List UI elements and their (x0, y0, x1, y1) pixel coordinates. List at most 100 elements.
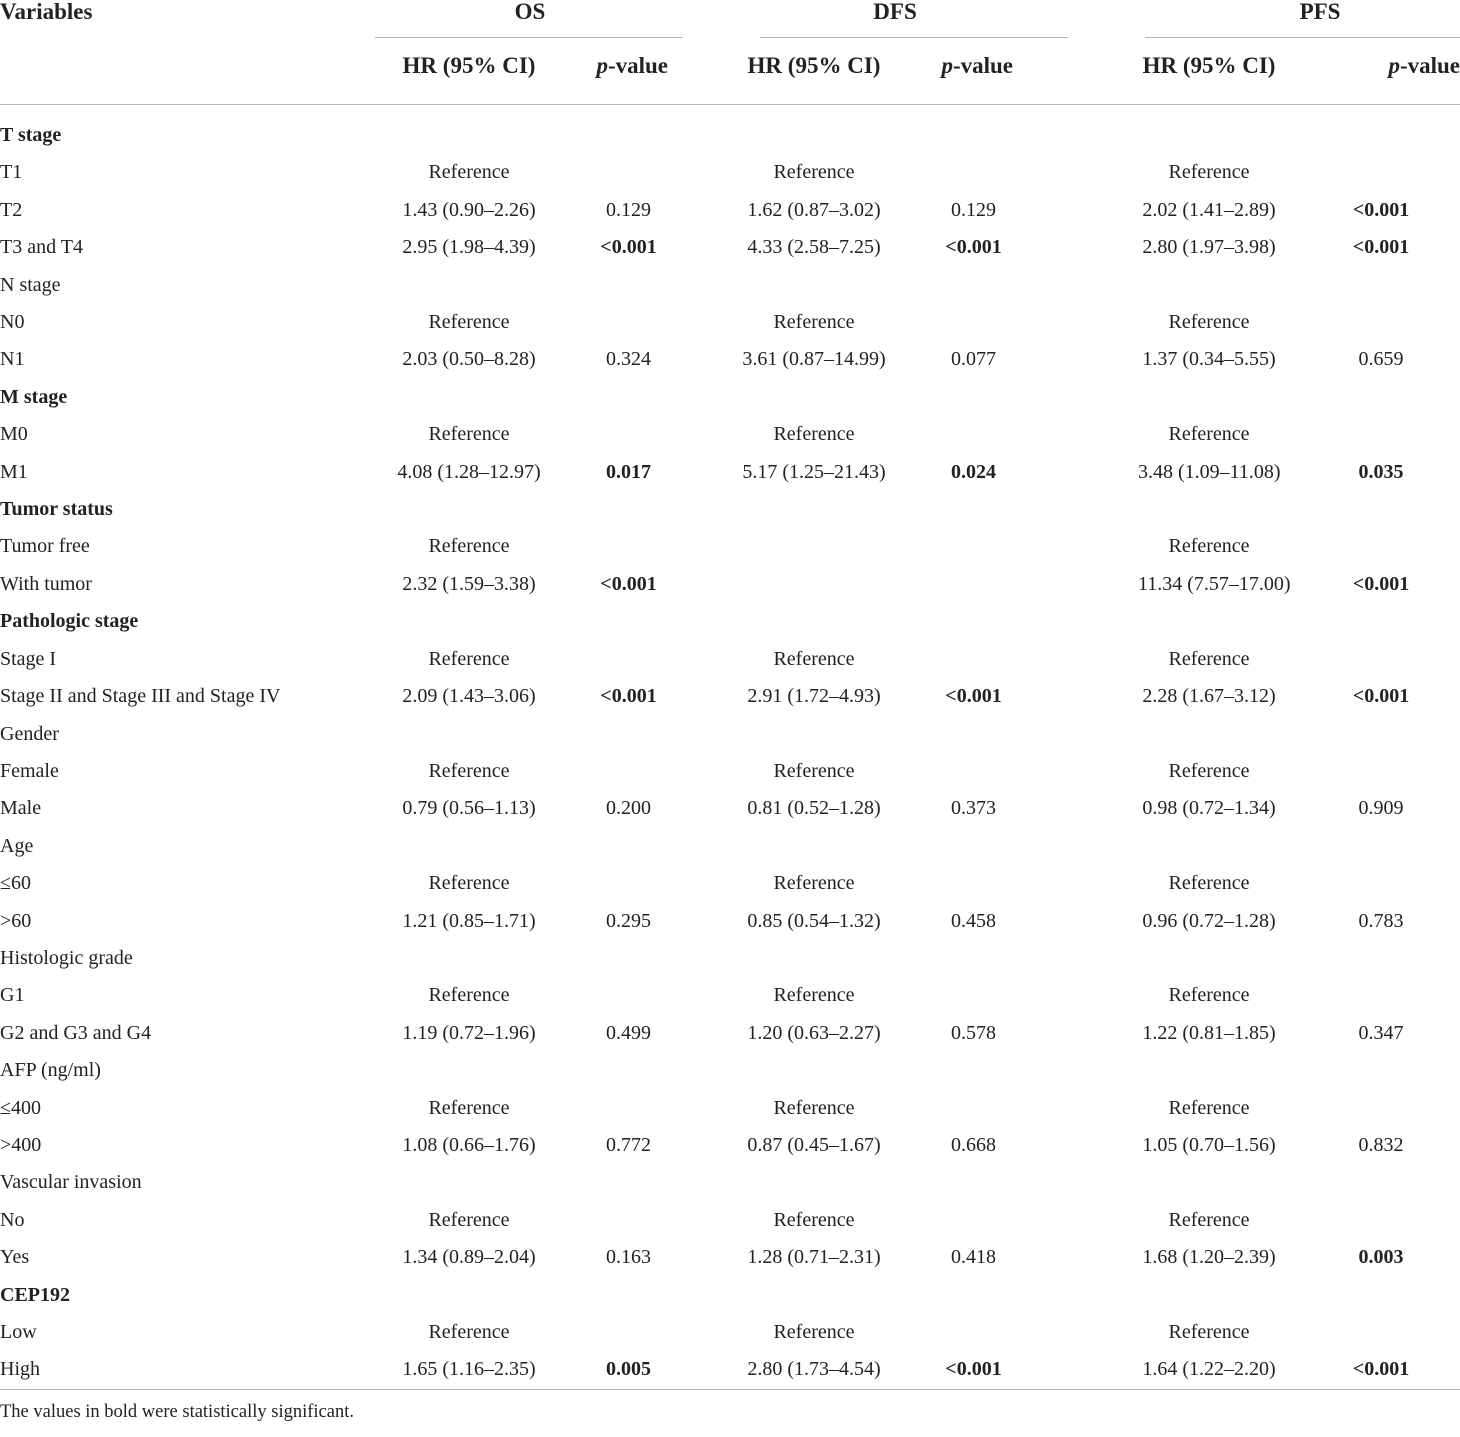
os-p-cell (560, 1277, 685, 1314)
dfs-hr-cell (685, 491, 905, 528)
os-p-cell (560, 304, 685, 341)
dfs-hr-cell: 3.61 (0.87–14.99) (742, 348, 886, 371)
dfs-p-cell (905, 379, 1030, 416)
pfs-p-cell (1280, 865, 1460, 902)
table-row: Tumor status (0, 491, 1460, 528)
os-hr-cell: 1.43 (0.90–2.26) (402, 198, 536, 221)
dfs-p-cell (905, 603, 1030, 640)
dfs-p-cell (905, 977, 1030, 1014)
pfs-hr-cell (1030, 491, 1280, 528)
os-p-cell (560, 716, 685, 753)
os-p-cell: 0.772 (606, 1133, 651, 1156)
os-hr-cell: 2.32 (1.59–3.38) (402, 572, 536, 595)
pfs-p-cell (1280, 1277, 1460, 1314)
dfs-hr-cell (685, 940, 905, 977)
dfs-p-cell (905, 105, 1030, 155)
table-footer: The values in bold were statistically si… (0, 1388, 1460, 1430)
os-hr-cell (340, 1164, 560, 1201)
dfs-hr-cell: 1.62 (0.87–3.02) (747, 198, 881, 221)
pfs-hr-cell: 0.98 (0.72–1.34) (1142, 797, 1276, 820)
pfs-p-cell: <0.001 (1352, 1358, 1410, 1381)
dfs-p-header: p-value (905, 28, 1031, 105)
dfs-p-cell (905, 1164, 1030, 1201)
os-hr-cell: Reference (428, 872, 510, 895)
os-hr-cell: Reference (428, 984, 510, 1007)
pfs-p-cell: 0.659 (1358, 348, 1404, 371)
pfs-hr-cell: Reference (1168, 647, 1250, 670)
table-row: T2 1.43 (0.90–2.26) 0.129 1.62 (0.87–3.02) 0… (0, 192, 1460, 229)
table-row: G1 Reference Reference Reference (0, 977, 1460, 1014)
table-row: Age (0, 828, 1460, 865)
variable-label: T1 (0, 161, 23, 184)
pfs-p-cell (1280, 716, 1460, 753)
os-p-cell (560, 1202, 685, 1239)
table-row: N1 2.03 (0.50–8.28) 0.324 3.61 (0.87–14.99)… (0, 341, 1460, 378)
table-row: M0 Reference Reference Reference (0, 416, 1460, 453)
os-group-rule (375, 37, 683, 38)
dfs-hr-cell (685, 1164, 905, 1201)
table-row: M stage (0, 379, 1460, 416)
pfs-hr-cell: Reference (1168, 1208, 1250, 1231)
os-hr-cell (340, 105, 560, 155)
table-row: Female Reference Reference Reference (0, 753, 1460, 790)
pfs-hr-cell (1030, 267, 1280, 304)
os-hr-cell (340, 267, 560, 304)
variable-label: Pathologic stage (0, 610, 139, 633)
os-hr-cell: 1.34 (0.89–2.04) (402, 1246, 536, 1269)
dfs-hr-cell (685, 566, 905, 603)
os-p-cell (560, 267, 685, 304)
pfs-hr-cell (1030, 940, 1280, 977)
os-hr-cell: 1.21 (0.85–1.71) (402, 909, 536, 932)
pfs-p-cell (1280, 977, 1460, 1014)
os-hr-cell (340, 1052, 560, 1089)
dfs-p-cell: <0.001 (945, 236, 1002, 259)
table-row: >60 1.21 (0.85–1.71) 0.295 0.85 (0.54–1.32)… (0, 903, 1460, 940)
table-row: T stage (0, 105, 1460, 155)
variable-label: Gender (0, 722, 59, 745)
pfs-hr-cell: Reference (1168, 984, 1250, 1007)
dfs-p-cell (905, 304, 1030, 341)
pfs-p-cell (1280, 753, 1460, 790)
os-hr-cell (340, 379, 560, 416)
pfs-hr-cell (1030, 1164, 1280, 1201)
os-p-cell (560, 977, 685, 1014)
os-hr-cell: 4.08 (1.28–12.97) (397, 460, 541, 483)
table-row: N0 Reference Reference Reference (0, 304, 1460, 341)
os-p-cell (560, 1164, 685, 1201)
table-row: AFP (ng/ml) (0, 1052, 1460, 1089)
os-hr-header: HR (95% CI) (340, 28, 560, 105)
dfs-p-cell (905, 716, 1030, 753)
os-p-cell: 0.295 (606, 909, 651, 932)
os-hr-cell: Reference (428, 311, 510, 334)
dfs-hr-cell: Reference (773, 984, 855, 1007)
os-p-cell: <0.001 (600, 236, 657, 259)
variable-label: N stage (0, 273, 61, 296)
os-hr-cell: Reference (428, 423, 510, 446)
variable-label: ≤60 (0, 872, 31, 895)
dfs-p-cell (905, 1052, 1030, 1089)
dfs-hr-cell: Reference (773, 1321, 855, 1343)
pfs-hr-cell: Reference (1168, 535, 1250, 558)
table-row: ≤60 Reference Reference Reference (0, 865, 1460, 902)
footnote: The values in bold were statistically si… (0, 1388, 1460, 1430)
header-row-groups: Variables OS DFS PFS (0, 0, 1460, 28)
pfs-p-cell: <0.001 (1352, 198, 1410, 221)
table-row: Yes 1.34 (0.89–2.04) 0.163 1.28 (0.71–2.31)… (0, 1239, 1460, 1276)
os-p-cell (560, 1314, 685, 1351)
pfs-hr-cell: 1.37 (0.34–5.55) (1142, 348, 1276, 371)
pfs-p-cell: 0.909 (1358, 797, 1404, 820)
dfs-p-cell (905, 528, 1030, 565)
os-hr-cell (340, 940, 560, 977)
table-row: Histologic grade (0, 940, 1460, 977)
pfs-p-cell (1280, 528, 1460, 565)
table-row: >400 1.08 (0.66–1.76) 0.772 0.87 (0.45–1.67… (0, 1127, 1460, 1164)
dfs-hr-cell: 2.91 (1.72–4.93) (747, 685, 881, 708)
os-p-cell: 0.005 (606, 1358, 651, 1381)
dfs-hr-cell: 5.17 (1.25–21.43) (742, 460, 886, 483)
os-p-cell (560, 154, 685, 191)
os-hr-cell: 1.08 (0.66–1.76) (402, 1133, 536, 1156)
os-p-cell (560, 603, 685, 640)
variable-label: High (0, 1358, 40, 1381)
dfs-hr-cell: 1.28 (0.71–2.31) (747, 1246, 881, 1269)
variable-label: CEP192 (0, 1283, 70, 1306)
